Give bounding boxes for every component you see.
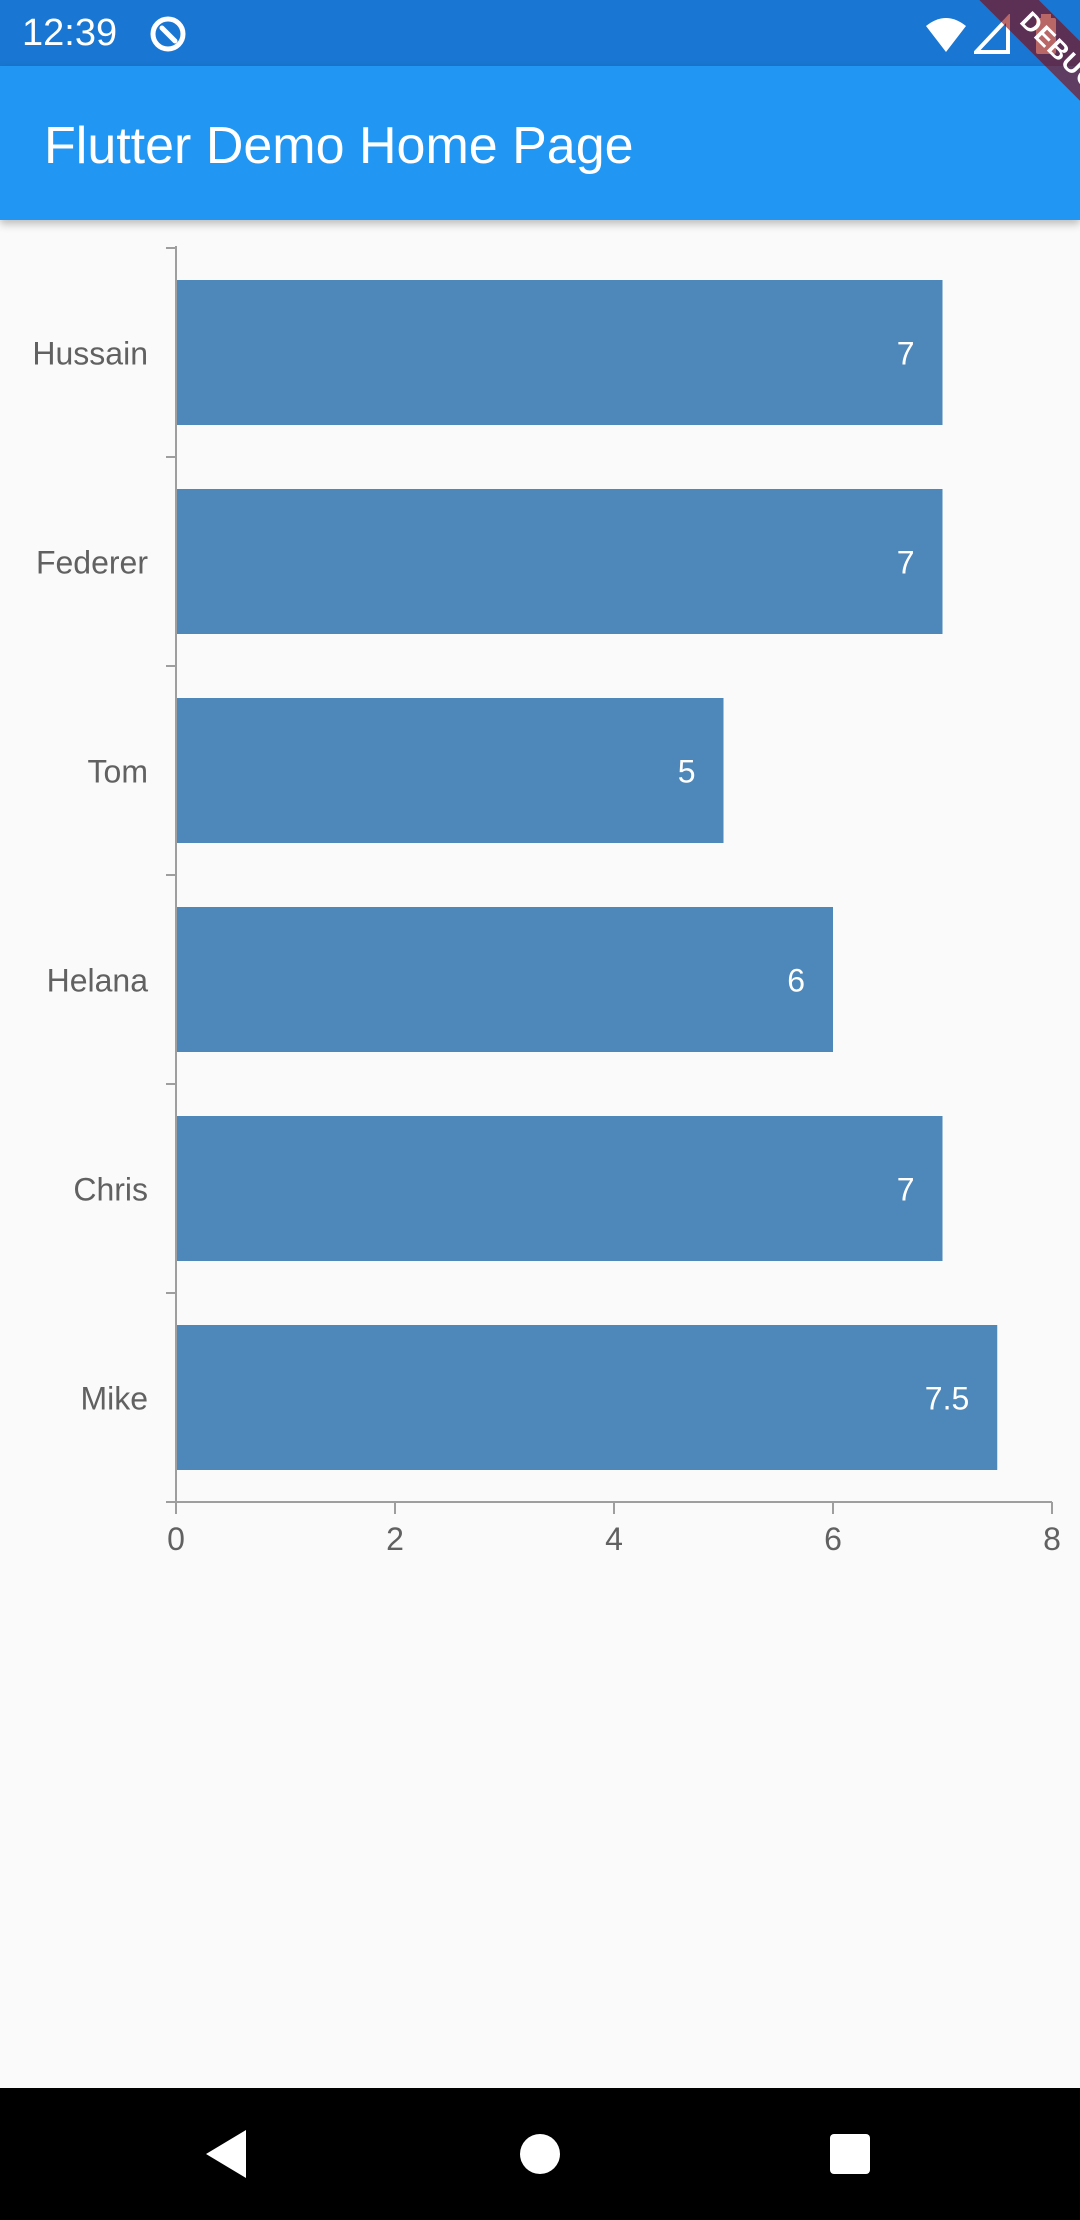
sync-icon <box>150 16 186 52</box>
x-tick-label: 2 <box>386 1521 404 1557</box>
bar-mike <box>177 1325 998 1470</box>
data-label: 5 <box>678 754 696 790</box>
category-label: Chris <box>73 1172 148 1208</box>
category-label: Tom <box>88 754 148 790</box>
x-tick-label: 0 <box>167 1521 185 1557</box>
wifi-icon <box>926 18 966 52</box>
navigation-bar <box>0 2088 1080 2220</box>
page-title: Flutter Demo Home Page <box>44 117 634 175</box>
x-tick-label: 4 <box>605 1521 623 1557</box>
status-time: 12:39 <box>22 12 118 54</box>
recents-icon[interactable] <box>820 2124 880 2184</box>
x-tick-label: 6 <box>824 1521 842 1557</box>
data-label: 7 <box>897 336 915 372</box>
x-tick-label: 8 <box>1043 1521 1061 1557</box>
status-bar: 12:39 <box>0 0 1080 66</box>
data-label: 7 <box>897 545 915 581</box>
bar-hussain <box>177 280 943 425</box>
bar-chart: Hussain 7 Federer 7 Tom 5 Helana 6 Chris 7 Mike 7.5… <box>32 246 1061 1557</box>
data-label: 6 <box>787 963 805 999</box>
bar-helana <box>177 907 833 1052</box>
data-label: 7.5 <box>925 1381 969 1417</box>
app-bar: Flutter Demo Home Page <box>0 66 1080 220</box>
category-label: Federer <box>36 545 148 581</box>
bar-chris <box>177 1116 943 1261</box>
category-label: Helana <box>47 963 149 999</box>
back-icon[interactable] <box>196 2124 256 2184</box>
home-icon[interactable] <box>510 2124 570 2184</box>
bar-federer <box>177 489 943 634</box>
data-label: 7 <box>897 1172 915 1208</box>
battery-icon <box>1036 14 1056 54</box>
category-label: Hussain <box>32 336 148 372</box>
category-label: Mike <box>80 1381 148 1417</box>
cellular-icon <box>974 14 1010 54</box>
bar-tom <box>177 698 724 843</box>
